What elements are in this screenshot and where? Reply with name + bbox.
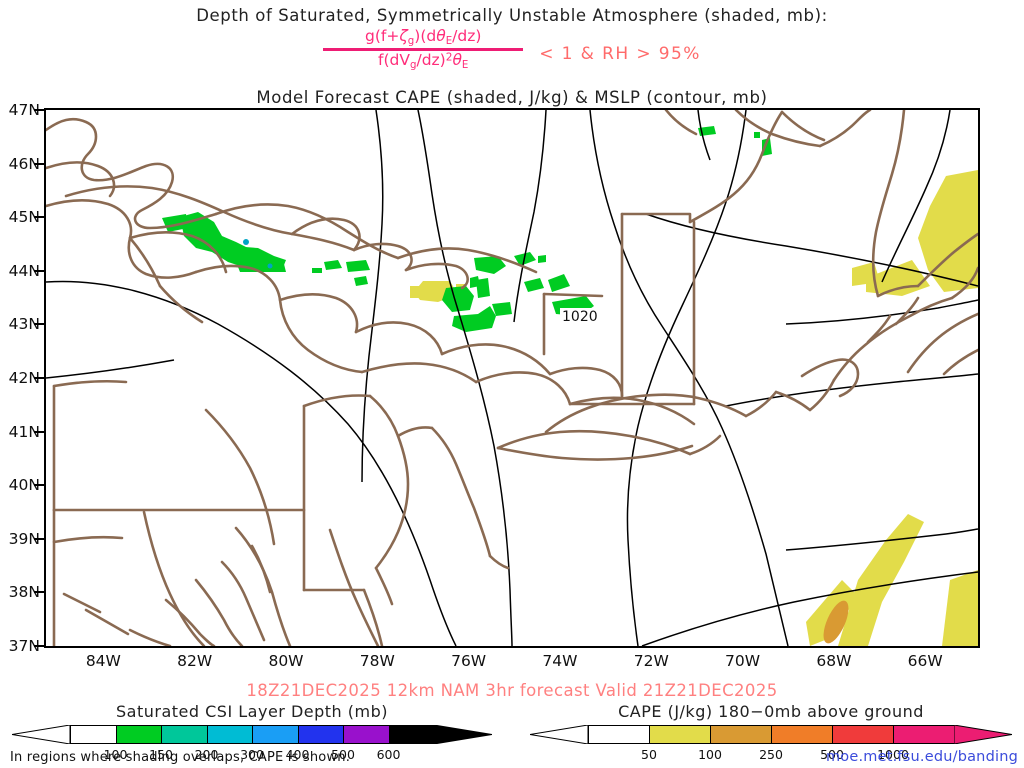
lon-label: 70W [725, 652, 761, 670]
lat-tick [34, 591, 44, 594]
lon-label: 78W [359, 652, 395, 670]
formula-fraction-bar [323, 48, 524, 52]
colorbar-tick-label: 250 [759, 747, 783, 762]
colorbar-segment[interactable] [70, 725, 116, 744]
forecast-map[interactable]: 1020 [44, 108, 980, 648]
lon-label: 74W [542, 652, 578, 670]
lat-tick [34, 269, 44, 272]
lat-label: 42N [8, 369, 40, 387]
lat-tick [34, 645, 44, 647]
formula-condition: < 1 & RH > 95% [539, 43, 701, 64]
colorbar-tick-label: 300 [240, 747, 264, 762]
colorbar-segment[interactable] [252, 725, 298, 744]
colorbar-segment[interactable] [832, 725, 893, 744]
csi-shading [162, 126, 772, 332]
lat-tick [34, 216, 44, 219]
lon-label: 66W [907, 652, 943, 670]
colorbar-tick-label: 500 [820, 747, 844, 762]
legend-csi[interactable]: Saturated CSI Layer Depth (mb) 100 150 200… [12, 702, 492, 762]
lat-tick [34, 430, 44, 433]
colorbar-tick-label: 150 [149, 747, 173, 762]
lon-label: 68W [816, 652, 852, 670]
colorbar-segment[interactable] [893, 725, 954, 744]
colorbar-segment[interactable] [388, 725, 434, 744]
lon-label: 84W [85, 652, 121, 670]
colorbar-segment[interactable] [649, 725, 710, 744]
source-site-link[interactable]: moe.met.fsu.edu/banding [825, 749, 1018, 765]
lat-label: 45N [8, 208, 40, 227]
lat-tick [34, 323, 44, 326]
colorbar-tick-label: 400 [285, 747, 310, 762]
coastlines-and-borders [46, 110, 978, 646]
colorbar-segment[interactable] [771, 725, 832, 744]
colorbar-segment[interactable] [115, 725, 161, 744]
lat-tick [34, 484, 44, 487]
legend-cape[interactable]: CAPE (J/kg) 180−0mb above ground 50 100 25… [530, 702, 1012, 762]
mslp-contours [46, 110, 978, 646]
lon-label: 72W [633, 652, 669, 670]
colorbar-left-cap [12, 725, 70, 744]
subtitle-cape-mslp: Model Forecast CAPE (shaded, J/kg) & MSL… [256, 88, 768, 107]
lat-tick [34, 537, 44, 540]
lon-label: 80W [268, 652, 304, 670]
csi-criterion-formula: g(f+ζg)(dθE/dz) f(dVg/dz)2θE < 1 & RH > … [0, 27, 1024, 72]
lon-label: 82W [177, 652, 213, 670]
colorbar-segment[interactable] [206, 725, 252, 744]
colorbar-tick-label: 500 [331, 747, 355, 762]
formula-denominator: f(dVg/dz)2θE [378, 51, 469, 72]
legend-csi-title: Saturated CSI Layer Depth (mb) [116, 702, 388, 721]
lat-label: 40N [8, 476, 40, 495]
lon-label: 76W [451, 652, 487, 670]
colorbar-tick-label: 200 [194, 747, 219, 762]
colorbar-right-cap [434, 725, 492, 744]
lat-label: 38N [8, 583, 40, 602]
page-title: Depth of Saturated, Symmetrically Unstab… [196, 6, 828, 25]
lat-label: 41N [8, 422, 40, 441]
contour-label-1020: 1020 [560, 308, 602, 325]
lat-label: 43N [8, 315, 40, 334]
lat-label: 37N [8, 637, 40, 655]
colorbar-tick-label: 100 [698, 747, 722, 762]
legend-bars: Saturated CSI Layer Depth (mb) 100 150 200… [0, 702, 1024, 762]
lat-tick [34, 109, 44, 111]
legend-csi-colorbar[interactable]: 100 150 200 300 400 500 600 [12, 725, 492, 762]
lat-tick [34, 377, 44, 379]
legend-cape-colorbar[interactable]: 50 100 250 500 1000 [530, 725, 1012, 762]
colorbar-tick-label: 50 [641, 747, 657, 762]
svg-text:1020: 1020 [562, 309, 598, 325]
lat-label: 44N [8, 261, 40, 280]
colorbar-tick-label: 600 [376, 747, 401, 762]
lat-label: 39N [8, 529, 40, 548]
colorbar-tick-label: 100 [103, 747, 128, 762]
colorbar-left-cap [530, 725, 588, 744]
formula-fraction: g(f+ζg)(dθE/dz) f(dVg/dz)2θE [323, 27, 524, 72]
legend-cape-title: CAPE (J/kg) 180−0mb above ground [618, 702, 924, 721]
lat-label: 47N [8, 101, 40, 119]
lat-label: 46N [8, 154, 40, 173]
colorbar-segment[interactable] [297, 725, 343, 744]
formula-numerator: g(f+ζg)(dθE/dz) [365, 27, 482, 47]
map-graphics: 1020 [46, 110, 978, 646]
colorbar-segment[interactable] [161, 725, 207, 744]
colorbar-segment[interactable] [710, 725, 771, 744]
colorbar-tick-label: 1000 [877, 747, 909, 762]
lat-tick [34, 162, 44, 165]
colorbar-segment[interactable] [588, 725, 649, 744]
colorbar-right-cap [954, 725, 1012, 744]
forecast-valid-line: 18Z21DEC2025 12km NAM 3hr forecast Valid… [246, 681, 778, 700]
overlap-note: In regions where shading overlaps, CAPE … [10, 750, 351, 765]
colorbar-segment[interactable] [343, 725, 389, 744]
